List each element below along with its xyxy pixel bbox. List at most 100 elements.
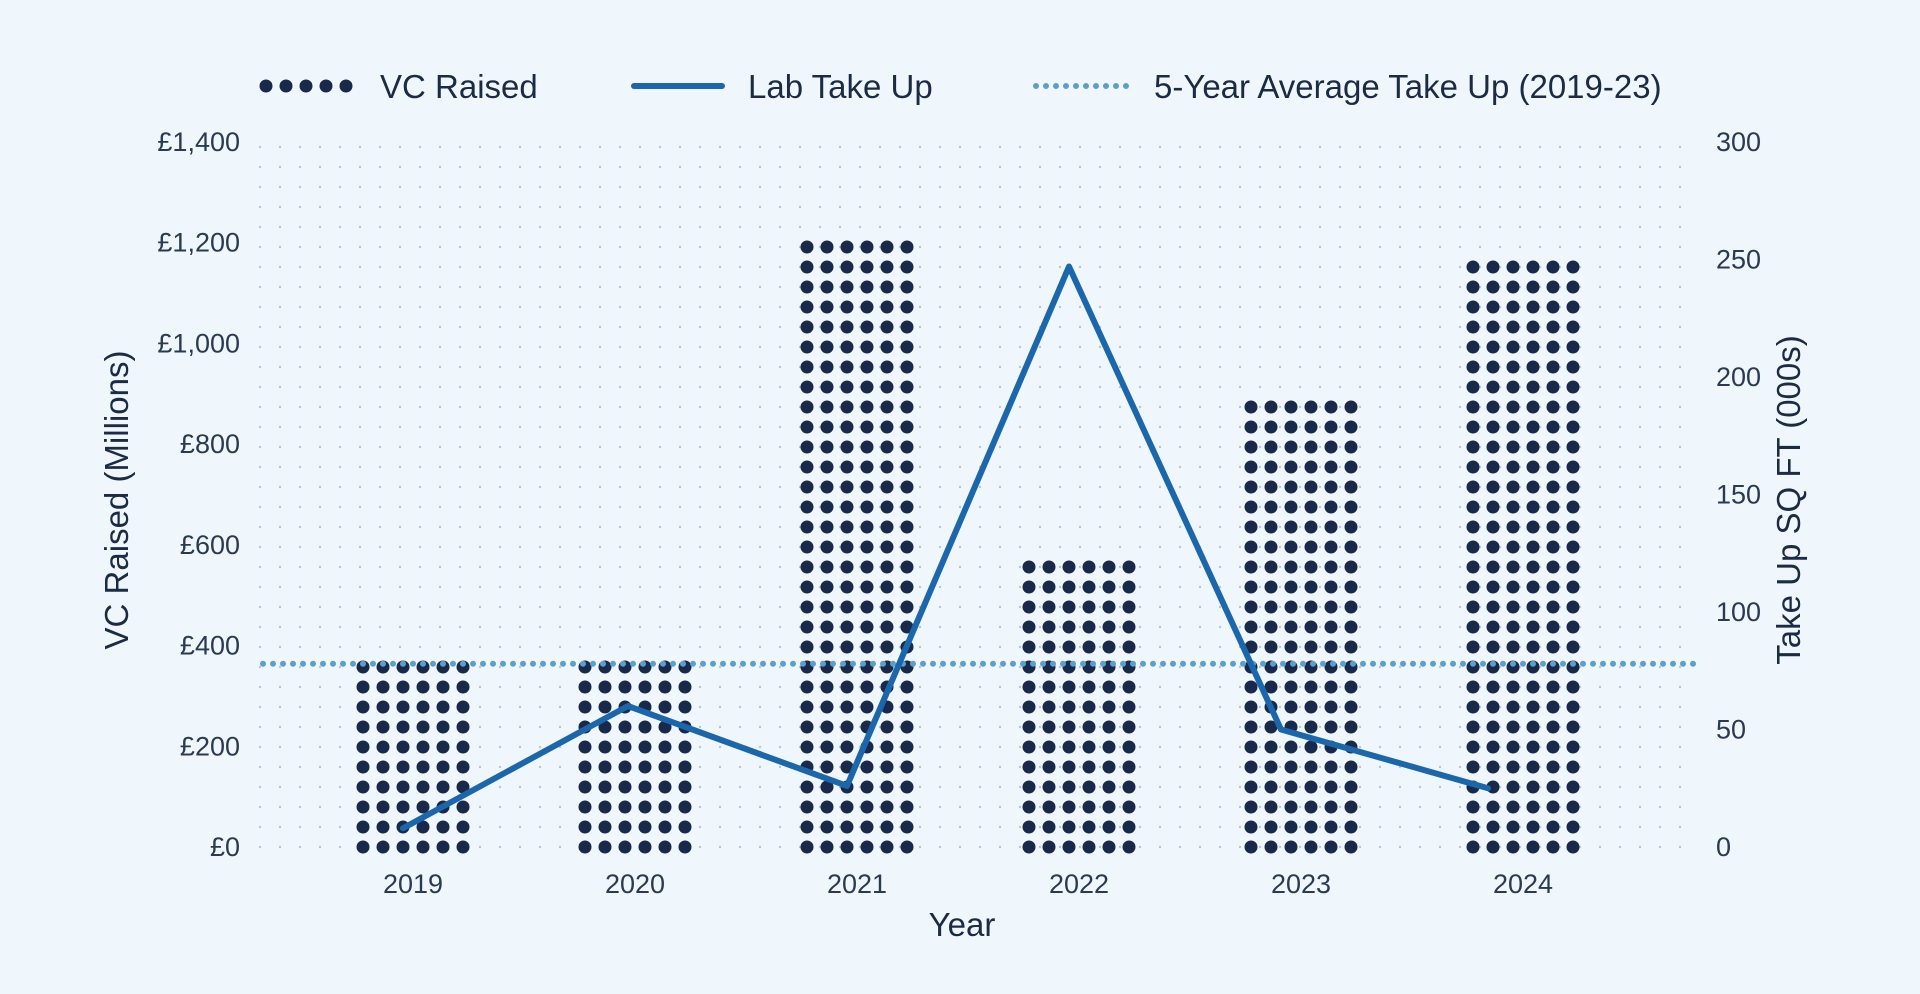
legend-dot xyxy=(299,79,313,93)
bar-dot xyxy=(1244,620,1258,634)
bar-dot xyxy=(800,620,814,634)
bar-dot xyxy=(1546,400,1560,414)
bar-dot xyxy=(1466,340,1480,354)
bar-dot xyxy=(1506,280,1520,294)
bar-dot xyxy=(578,740,592,754)
bar-dot xyxy=(396,740,410,754)
bar-dot xyxy=(678,780,692,794)
bar-dot xyxy=(456,660,470,674)
bar-dot xyxy=(1344,640,1358,654)
bar-dot xyxy=(1042,640,1056,654)
bar-dot xyxy=(1304,440,1318,454)
bar-dot xyxy=(678,700,692,714)
bar-dot xyxy=(1284,420,1298,434)
bar-dot xyxy=(1566,540,1580,554)
bar-dot xyxy=(1304,800,1318,814)
bar-dot xyxy=(1042,560,1056,574)
bar-dot xyxy=(1042,620,1056,634)
bar-dot xyxy=(1122,580,1136,594)
bar-dot xyxy=(1566,340,1580,354)
bar-dot xyxy=(1566,800,1580,814)
bar-dot xyxy=(800,720,814,734)
bar-dot xyxy=(1526,560,1540,574)
bar-dot xyxy=(376,820,390,834)
bar-dot xyxy=(376,700,390,714)
bar-dot xyxy=(840,620,854,634)
bar-dot xyxy=(1082,820,1096,834)
bar-dot xyxy=(396,720,410,734)
bar-dot xyxy=(800,380,814,394)
bar-dot xyxy=(1062,600,1076,614)
bar-dot xyxy=(1304,640,1318,654)
bar-dot xyxy=(800,740,814,754)
right-tick-label: 50 xyxy=(1716,715,1746,745)
bar-dot xyxy=(820,820,834,834)
bar-dot xyxy=(800,300,814,314)
bar-dot xyxy=(1526,420,1540,434)
bar-dot xyxy=(1506,740,1520,754)
bar-dot xyxy=(598,800,612,814)
bar-dot xyxy=(356,700,370,714)
bar-dot xyxy=(1284,520,1298,534)
x-tick-label: 2022 xyxy=(1049,869,1109,899)
bar-dot xyxy=(1486,400,1500,414)
bar-dot xyxy=(416,760,430,774)
legend-dot xyxy=(319,79,333,93)
bar-dot xyxy=(800,700,814,714)
bar-dot xyxy=(1546,760,1560,774)
bar-dot xyxy=(1546,620,1560,634)
bar-dot xyxy=(356,740,370,754)
bar-dot xyxy=(1304,840,1318,854)
bar-dot xyxy=(1264,720,1278,734)
bar-dot xyxy=(356,760,370,774)
bar-dot xyxy=(1546,320,1560,334)
bar-dot xyxy=(880,740,894,754)
bar-dot xyxy=(1466,800,1480,814)
bar-dot xyxy=(1486,740,1500,754)
bar-dot xyxy=(840,500,854,514)
bar-dot xyxy=(416,680,430,694)
bar-dot xyxy=(1344,620,1358,634)
bar-dot xyxy=(1506,480,1520,494)
bar-dot xyxy=(1264,400,1278,414)
bar-dot xyxy=(658,780,672,794)
bar-dot xyxy=(1344,680,1358,694)
bar-dot xyxy=(1022,580,1036,594)
bar-dot xyxy=(1102,620,1116,634)
bar-dot xyxy=(1486,260,1500,274)
bar-dot xyxy=(1526,720,1540,734)
bar-dot xyxy=(618,820,632,834)
left-tick-label: £1,400 xyxy=(157,127,240,157)
bar-dot xyxy=(1546,820,1560,834)
bar-dot xyxy=(1304,580,1318,594)
bar-dot xyxy=(1264,580,1278,594)
bar-dot xyxy=(1324,620,1338,634)
bar-dot xyxy=(860,460,874,474)
bar-dot xyxy=(840,820,854,834)
bar-dot xyxy=(1466,440,1480,454)
bar-dot xyxy=(840,600,854,614)
bar-dot xyxy=(1082,700,1096,714)
bar-dot xyxy=(1486,420,1500,434)
bar-dot xyxy=(1486,720,1500,734)
bar-dot xyxy=(456,780,470,794)
bar-dot xyxy=(840,540,854,554)
bar-dot xyxy=(638,680,652,694)
bar-dot xyxy=(900,800,914,814)
bar-dot xyxy=(1022,780,1036,794)
bar-dot xyxy=(1486,660,1500,674)
bar-dot xyxy=(1284,460,1298,474)
bar-dot xyxy=(880,520,894,534)
bar-dot xyxy=(900,740,914,754)
bar-dot xyxy=(1506,800,1520,814)
bar-dot xyxy=(1284,680,1298,694)
bar-dot xyxy=(1244,560,1258,574)
bar-dot xyxy=(800,400,814,414)
bar-dot xyxy=(880,300,894,314)
bar-dot xyxy=(880,500,894,514)
bar-dot xyxy=(1546,420,1560,434)
bar-dot xyxy=(436,760,450,774)
bar-dot xyxy=(1304,700,1318,714)
bar-dot xyxy=(1022,680,1036,694)
bar-dot xyxy=(860,820,874,834)
